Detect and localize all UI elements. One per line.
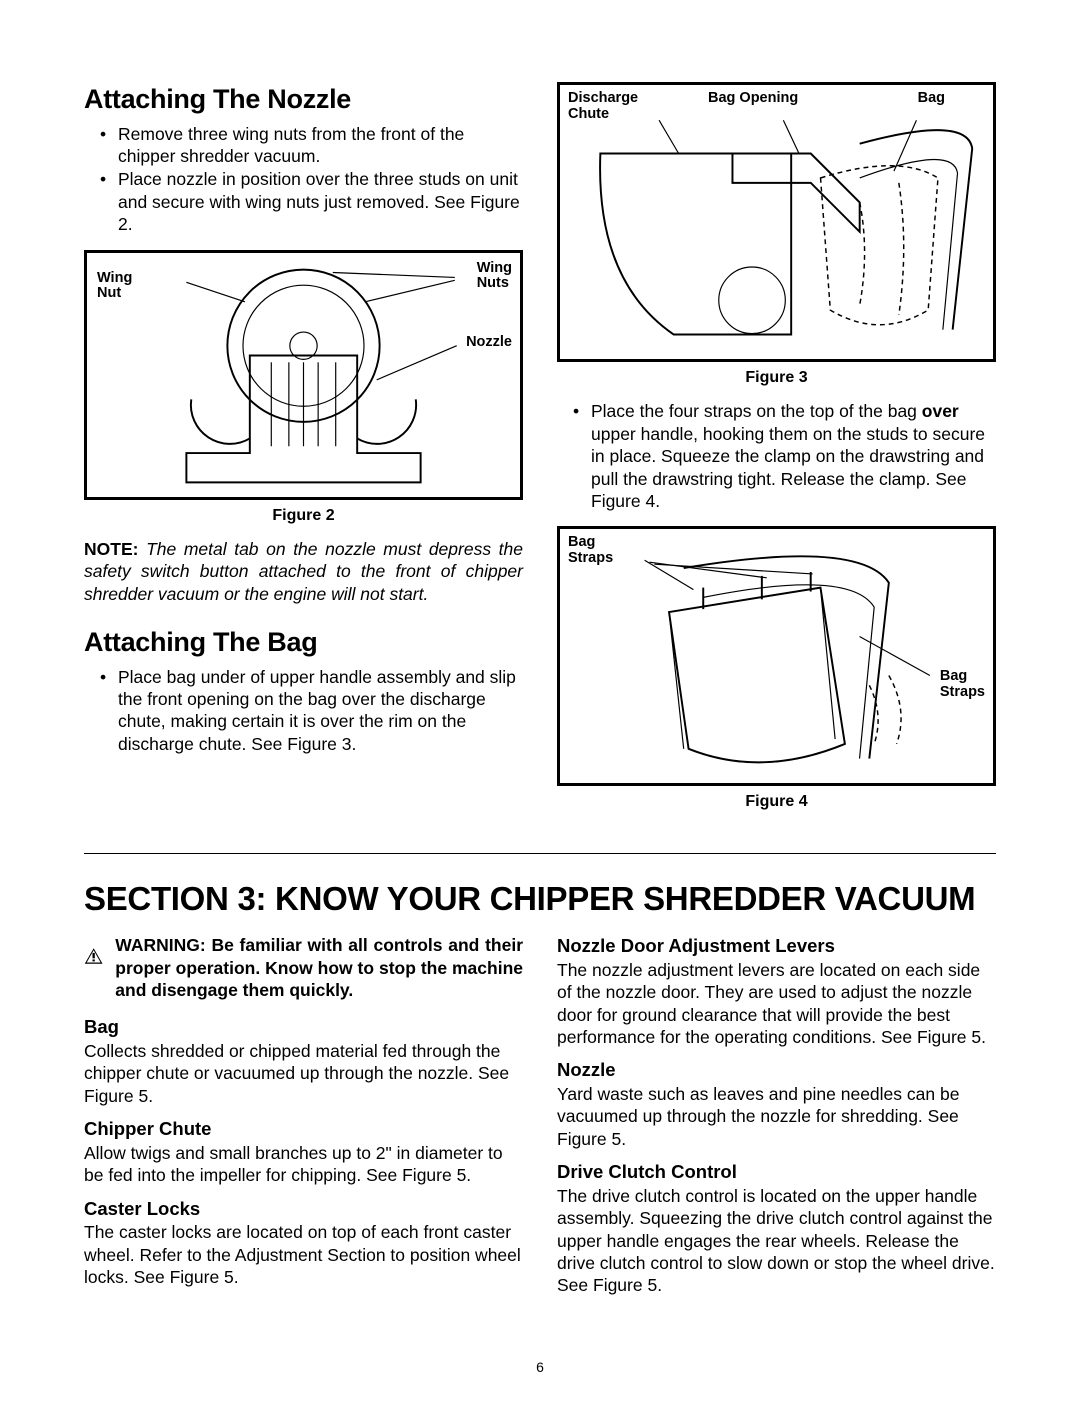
figure-label-discharge-chute: Discharge Chute [568,91,638,123]
section-3-left: WARNING: Be familiar with all controls a… [84,934,523,1299]
part-body-caster-locks: The caster locks are located on top of e… [84,1221,523,1288]
heading-attaching-bag: Attaching The Bag [84,625,523,660]
list-item: Place nozzle in position over the three … [84,168,523,235]
figure-2-caption: Figure 2 [84,506,523,526]
bag-steps-continued: Place the four straps on the top of the … [557,400,996,512]
nozzle-note: NOTE: The metal tab on the nozzle must d… [84,538,523,605]
figure-label-wing-nut: Wing Nut [97,271,132,303]
section-divider [84,853,996,854]
part-head-bag: Bag [84,1015,523,1039]
figure-3-art [560,85,993,359]
figure-2-art [87,253,520,497]
assembly-columns: Attaching The Nozzle Remove three wing n… [84,82,996,825]
part-body-drive-clutch: The drive clutch control is located on t… [557,1185,996,1297]
part-head-caster-locks: Caster Locks [84,1197,523,1221]
figure-4: Bag Straps Bag Straps [557,526,996,786]
figure-4-caption: Figure 4 [557,792,996,812]
bullet-bold: over [922,401,959,421]
figure-label-nozzle: Nozzle [466,335,512,351]
warning-icon [84,934,103,978]
section-3-columns: WARNING: Be familiar with all controls a… [84,934,996,1299]
right-column: Discharge Chute Bag Opening Bag Figure 3… [557,82,996,825]
warning-block: WARNING: Be familiar with all controls a… [84,934,523,1001]
part-body-nozzle-levers: The nozzle adjustment levers are located… [557,959,996,1049]
part-head-nozzle: Nozzle [557,1058,996,1082]
part-body-nozzle: Yard waste such as leaves and pine needl… [557,1083,996,1150]
figure-label-bag: Bag [918,91,945,107]
bag-steps: Place bag under of upper handle assembly… [84,666,523,756]
note-label: NOTE: [84,539,138,559]
list-item: Place the four straps on the top of the … [557,400,996,512]
part-head-chipper-chute: Chipper Chute [84,1117,523,1141]
figure-3: Discharge Chute Bag Opening Bag [557,82,996,362]
section-3-right: Nozzle Door Adjustment Levers The nozzle… [557,934,996,1299]
bullet-pre: Place the four straps on the top of the … [591,401,922,421]
figure-label-bag-opening: Bag Opening [708,91,798,107]
figure-label-bag-straps-right: Bag Straps [940,669,985,701]
nozzle-steps: Remove three wing nuts from the front of… [84,123,523,236]
page-number: 6 [84,1359,996,1377]
bullet-post: upper handle, hooking them on the studs … [591,424,985,511]
part-body-chipper-chute: Allow twigs and small branches up to 2" … [84,1142,523,1187]
left-column: Attaching The Nozzle Remove three wing n… [84,82,523,825]
heading-attaching-nozzle: Attaching The Nozzle [84,82,523,117]
part-head-nozzle-levers: Nozzle Door Adjustment Levers [557,934,996,958]
figure-2: Wing Nut Wing Nuts Nozzle [84,250,523,500]
list-item: Place bag under of upper handle assembly… [84,666,523,756]
figure-label-wing-nuts: Wing Nuts [477,261,512,293]
part-body-bag: Collects shredded or chipped material fe… [84,1040,523,1107]
note-body: The metal tab on the nozzle must depress… [84,539,523,604]
figure-4-art [560,529,993,783]
section-3-title: SECTION 3: KNOW YOUR CHIPPER SHREDDER VA… [84,878,996,920]
part-head-drive-clutch: Drive Clutch Control [557,1160,996,1184]
warning-text: WARNING: Be familiar with all controls a… [115,934,523,1001]
figure-3-caption: Figure 3 [557,368,996,388]
figure-label-bag-straps-top: Bag Straps [568,535,613,567]
list-item: Remove three wing nuts from the front of… [84,123,523,168]
